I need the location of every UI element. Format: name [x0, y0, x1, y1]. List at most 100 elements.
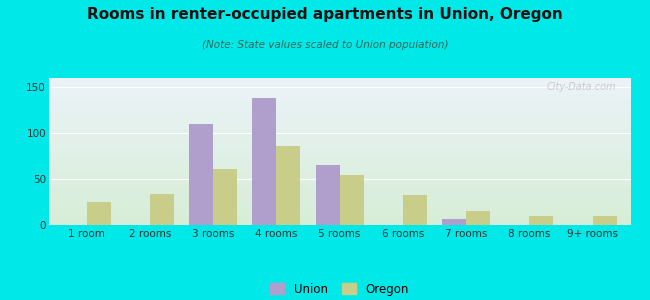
- Bar: [49, 90, 630, 91]
- Bar: [49, 116, 630, 118]
- Text: (Note: State values scaled to Union population): (Note: State values scaled to Union popu…: [202, 40, 448, 50]
- Bar: [49, 178, 630, 179]
- Bar: [49, 182, 630, 184]
- Bar: [49, 184, 630, 185]
- Bar: [49, 152, 630, 153]
- Bar: [49, 153, 630, 154]
- Bar: [49, 135, 630, 137]
- Bar: [466, 211, 490, 225]
- Bar: [49, 190, 630, 191]
- Bar: [189, 124, 213, 225]
- Bar: [339, 176, 363, 225]
- Bar: [49, 87, 630, 88]
- Bar: [49, 81, 630, 82]
- Bar: [49, 181, 630, 182]
- Bar: [49, 80, 630, 81]
- Bar: [49, 173, 630, 175]
- Bar: [49, 162, 630, 163]
- Bar: [316, 165, 339, 225]
- Bar: [49, 143, 630, 144]
- Bar: [49, 216, 630, 218]
- Bar: [49, 127, 630, 128]
- Bar: [49, 188, 630, 190]
- Bar: [49, 172, 630, 173]
- Bar: [49, 213, 630, 215]
- Text: City-Data.com: City-Data.com: [547, 82, 616, 92]
- Bar: [49, 106, 630, 107]
- Bar: [593, 216, 617, 225]
- Bar: [49, 197, 630, 199]
- Bar: [49, 171, 630, 172]
- Bar: [49, 159, 630, 160]
- Bar: [49, 150, 630, 152]
- Bar: [49, 128, 630, 129]
- Bar: [49, 134, 630, 135]
- Bar: [49, 140, 630, 141]
- Bar: [86, 202, 110, 225]
- Bar: [49, 165, 630, 166]
- Bar: [49, 146, 630, 147]
- Bar: [49, 160, 630, 162]
- Bar: [49, 158, 630, 159]
- Bar: [49, 200, 630, 202]
- Bar: [49, 206, 630, 207]
- Bar: [252, 98, 276, 225]
- Bar: [49, 113, 630, 115]
- Bar: [49, 209, 630, 210]
- Bar: [49, 144, 630, 145]
- Bar: [49, 119, 630, 121]
- Bar: [49, 169, 630, 171]
- Bar: [49, 93, 630, 94]
- Bar: [49, 112, 630, 113]
- Bar: [49, 191, 630, 193]
- Bar: [49, 176, 630, 178]
- Bar: [49, 168, 630, 169]
- Bar: [49, 99, 630, 100]
- Bar: [49, 196, 630, 197]
- Bar: [49, 129, 630, 131]
- Bar: [49, 100, 630, 101]
- Bar: [49, 125, 630, 127]
- Bar: [49, 215, 630, 216]
- Bar: [49, 124, 630, 125]
- Bar: [49, 101, 630, 103]
- Bar: [49, 199, 630, 200]
- Bar: [49, 156, 630, 158]
- Bar: [49, 207, 630, 209]
- Bar: [49, 147, 630, 148]
- Bar: [49, 224, 630, 225]
- Bar: [49, 132, 630, 134]
- Bar: [49, 202, 630, 203]
- Bar: [49, 109, 630, 110]
- Bar: [49, 166, 630, 168]
- Bar: [49, 179, 630, 181]
- Bar: [49, 138, 630, 140]
- Bar: [49, 185, 630, 187]
- Bar: [49, 118, 630, 119]
- Bar: [49, 175, 630, 176]
- Bar: [49, 121, 630, 122]
- Bar: [49, 94, 630, 96]
- Bar: [49, 212, 630, 213]
- Bar: [150, 194, 174, 225]
- Bar: [49, 91, 630, 93]
- Bar: [49, 220, 630, 222]
- Bar: [49, 115, 630, 116]
- Bar: [49, 148, 630, 150]
- Bar: [49, 122, 630, 124]
- Bar: [49, 203, 630, 204]
- Bar: [49, 204, 630, 206]
- Bar: [49, 85, 630, 87]
- Bar: [49, 84, 630, 85]
- Bar: [49, 103, 630, 104]
- Bar: [213, 169, 237, 225]
- Bar: [49, 218, 630, 219]
- Bar: [49, 219, 630, 220]
- Bar: [49, 187, 630, 188]
- Bar: [49, 193, 630, 194]
- Bar: [49, 163, 630, 165]
- Bar: [49, 110, 630, 112]
- Bar: [442, 220, 466, 225]
- Bar: [49, 96, 630, 97]
- Bar: [49, 222, 630, 224]
